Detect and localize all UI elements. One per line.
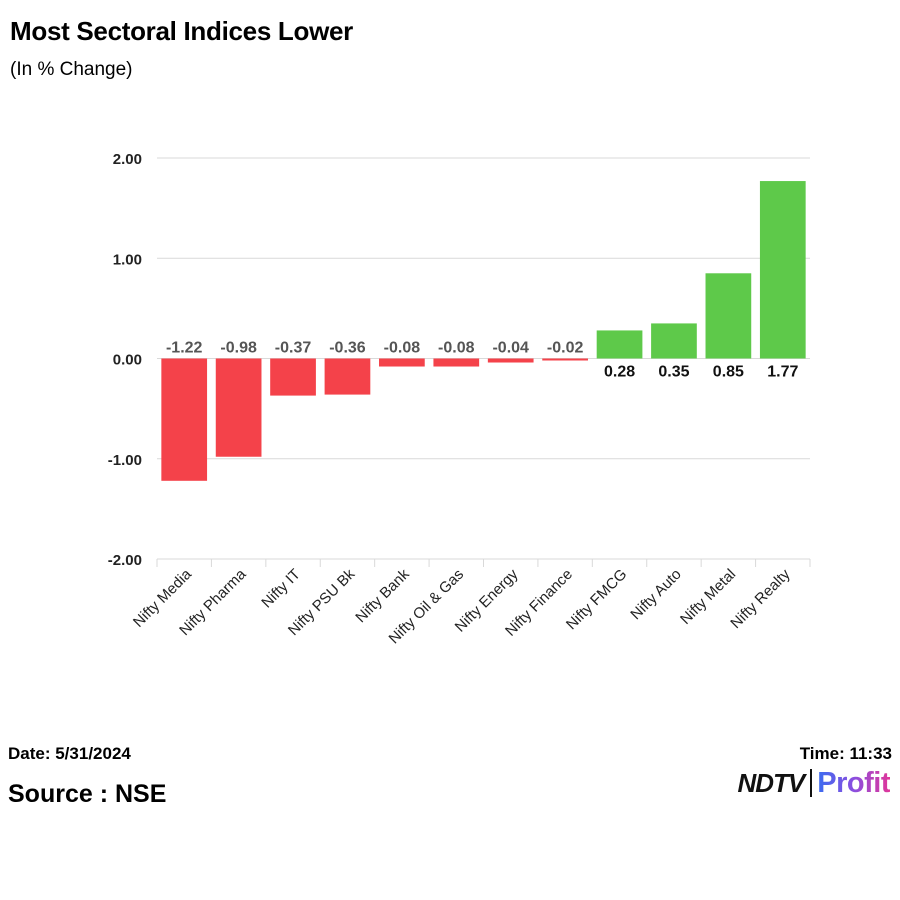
bar xyxy=(161,358,208,481)
y-tick-label: 0.00 xyxy=(113,352,142,369)
bar xyxy=(651,323,697,359)
data-label: -0.08 xyxy=(384,340,421,357)
data-label: -0.98 xyxy=(220,340,257,357)
chart-title: Most Sectoral Indices Lower xyxy=(10,16,353,46)
bar xyxy=(324,358,371,395)
chart-subtitle: (In % Change) xyxy=(10,59,133,80)
logo-ndtv-text: NDTV xyxy=(737,767,806,798)
data-label: -1.22 xyxy=(166,340,203,357)
logo-profit-text: Profit xyxy=(817,766,890,799)
data-label: 0.85 xyxy=(713,364,744,381)
ndtv-profit-logo: NDTV Profit xyxy=(738,766,891,800)
bar xyxy=(759,181,806,359)
data-label: 0.28 xyxy=(604,364,635,381)
bar xyxy=(270,358,316,396)
y-tick-label: 1.00 xyxy=(113,251,142,268)
bar xyxy=(433,358,480,367)
time-label: Time: 11:33 xyxy=(799,744,892,763)
data-label: 1.77 xyxy=(767,364,798,381)
bar xyxy=(596,330,643,359)
y-tick-label: 2.00 xyxy=(113,151,142,168)
bar xyxy=(705,273,752,359)
y-tick-label: -1.00 xyxy=(108,452,142,469)
bar xyxy=(487,358,534,363)
data-label: 0.35 xyxy=(658,364,689,381)
bar xyxy=(542,358,588,361)
x-tick-label: Nifty Auto xyxy=(627,566,684,623)
data-label: -0.08 xyxy=(438,340,475,357)
data-label: -0.04 xyxy=(492,340,529,357)
x-tick-label: Nifty Realty xyxy=(727,565,794,632)
date-label: Date: 5/31/2024 xyxy=(8,744,131,763)
data-label: -0.36 xyxy=(329,340,366,357)
y-tick-label: -2.00 xyxy=(108,552,142,569)
logo-divider xyxy=(810,769,813,797)
data-label: -0.02 xyxy=(547,340,584,357)
bar xyxy=(379,358,425,367)
x-tick-label: Nifty IT xyxy=(258,566,304,612)
data-label: -0.37 xyxy=(275,340,312,357)
source-label: Source : NSE xyxy=(8,780,167,808)
bar xyxy=(215,358,262,457)
